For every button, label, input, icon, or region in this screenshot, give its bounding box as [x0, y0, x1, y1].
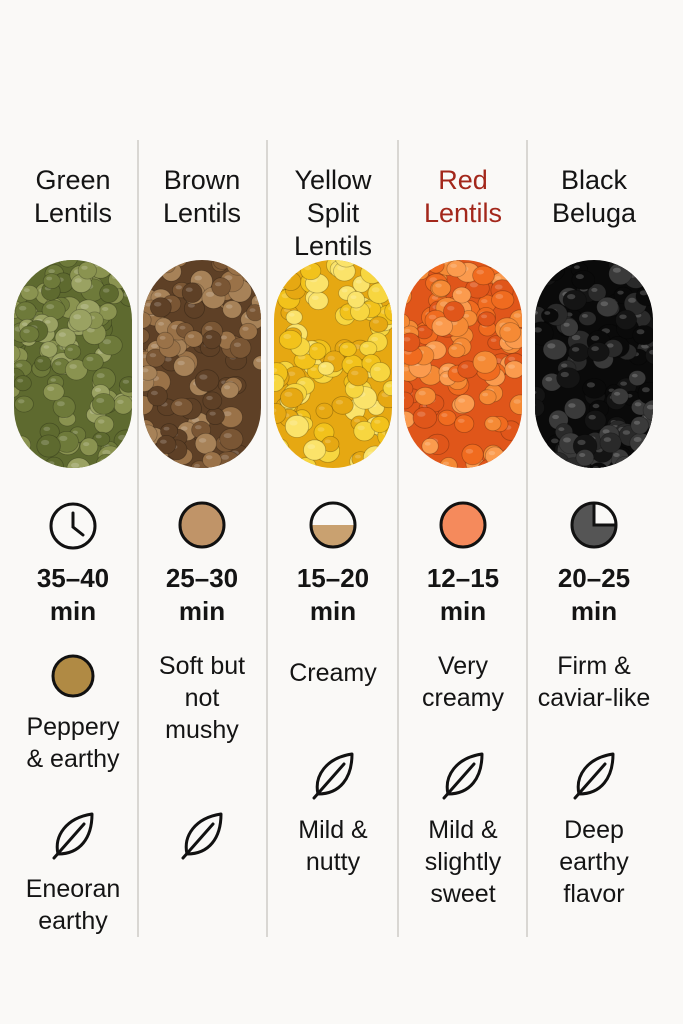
column-title: Black Beluga	[551, 165, 637, 228]
leaf-icon	[569, 748, 619, 807]
texture-text: Soft but not mushy	[158, 652, 246, 744]
leaf-icon	[308, 748, 358, 807]
three-quarter-circle-icon	[568, 499, 620, 556]
clock-icon	[47, 500, 99, 557]
leaf-icon	[177, 808, 227, 867]
brown-circle-icon	[176, 499, 228, 556]
column-brown-lentils: Brown Lentils 25–30 min Soft but not mus…	[137, 0, 267, 1024]
column-yellow-split-lentils: Yellow Split Lentils 15–20 min Creamy Mi…	[268, 0, 398, 1024]
cook-time: 12–15 min	[426, 563, 500, 626]
cook-time: 15–20 min	[296, 563, 370, 626]
cook-time: 25–30 min	[165, 563, 239, 626]
cook-time: 35–40 min	[36, 563, 110, 626]
lentil-photo-yellow	[274, 260, 392, 468]
column-divider	[397, 140, 399, 937]
column-title: Green Lentils	[33, 165, 113, 228]
orange-circle-icon	[437, 499, 489, 556]
tan-circle-icon	[50, 653, 96, 704]
texture-text: Creamy	[289, 659, 377, 687]
flavor-text: Deep earthy flavor	[559, 816, 629, 908]
lentil-photo-brown	[143, 260, 261, 468]
column-black-beluga: Black Beluga 20–25 min Firm & caviar-lik…	[529, 0, 659, 1024]
half-filled-circle-icon	[307, 499, 359, 556]
column-title: Brown Lentils	[162, 165, 242, 228]
leaf-icon	[48, 808, 98, 867]
flavor-text: Eneoran earthy	[25, 875, 121, 935]
column-divider	[526, 140, 528, 937]
column-green-lentils: Green Lentils 35–40 min Peppery & earthy…	[8, 0, 138, 1024]
leaf-icon	[438, 748, 488, 807]
column-title: Yellow Split Lentils	[293, 165, 373, 261]
texture-text: Very creamy	[422, 652, 504, 712]
texture-text: Peppery & earthy	[26, 713, 120, 773]
texture-text: Firm & caviar-like	[537, 652, 651, 712]
lentil-photo-red	[404, 260, 522, 468]
cook-time: 20–25 min	[557, 563, 631, 626]
column-red-lentils: Red Lentils 12–15 min Very creamy Mild &…	[398, 0, 528, 1024]
lentil-photo-green	[14, 260, 132, 468]
column-title: Red Lentils	[423, 165, 503, 228]
lentil-photo-black	[535, 260, 653, 468]
column-divider	[137, 140, 139, 937]
flavor-text: Mild & nutty	[298, 816, 368, 876]
flavor-text: Mild & slightly sweet	[424, 816, 502, 908]
column-divider	[266, 140, 268, 937]
